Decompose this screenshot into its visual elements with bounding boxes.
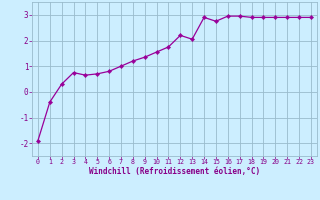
X-axis label: Windchill (Refroidissement éolien,°C): Windchill (Refroidissement éolien,°C)	[89, 167, 260, 176]
